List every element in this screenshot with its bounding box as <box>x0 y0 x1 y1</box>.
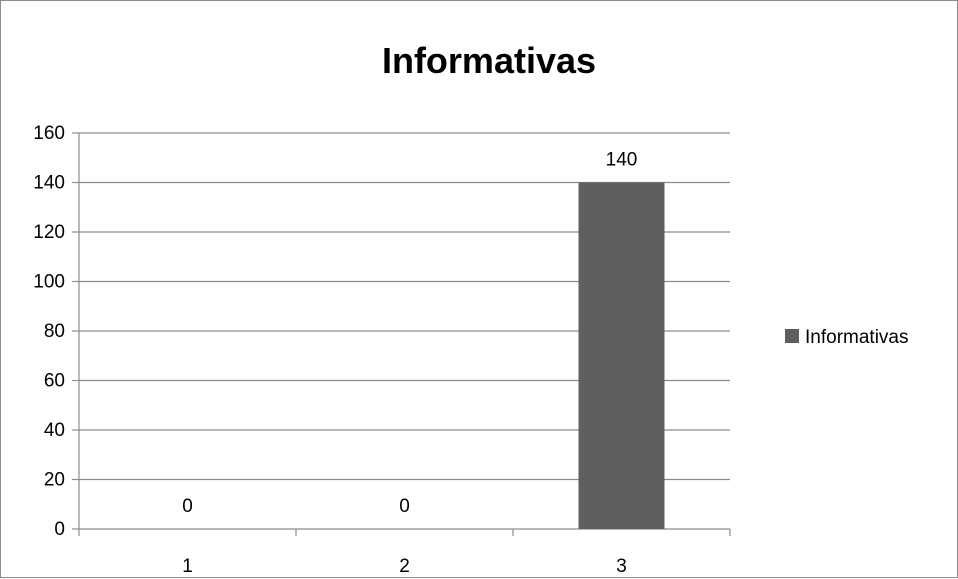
y-tick-label: 100 <box>33 272 65 293</box>
bar <box>578 182 665 529</box>
legend-swatch <box>785 329 799 343</box>
legend: Informativas <box>785 327 908 348</box>
x-tick-label: 3 <box>616 556 627 577</box>
y-tick-label: 120 <box>33 222 65 243</box>
y-tick-label: 80 <box>44 321 65 342</box>
data-label: 140 <box>606 150 638 171</box>
legend-label: Informativas <box>805 327 908 348</box>
y-tick-label: 160 <box>33 123 65 144</box>
chart-title: Informativas <box>382 40 596 81</box>
x-tick-label: 1 <box>182 556 193 577</box>
y-tick-label: 20 <box>44 470 65 491</box>
x-tick-label: 2 <box>399 556 410 577</box>
data-labels: 0 0 140 <box>182 150 637 518</box>
y-tick-label: 40 <box>44 420 65 441</box>
y-tick-label: 0 <box>54 519 65 540</box>
bars <box>578 182 665 529</box>
data-label: 0 <box>399 496 410 517</box>
y-tick-label: 140 <box>33 173 65 194</box>
gridlines <box>79 132 730 481</box>
data-label: 0 <box>182 496 193 517</box>
y-tick-label: 60 <box>44 371 65 392</box>
